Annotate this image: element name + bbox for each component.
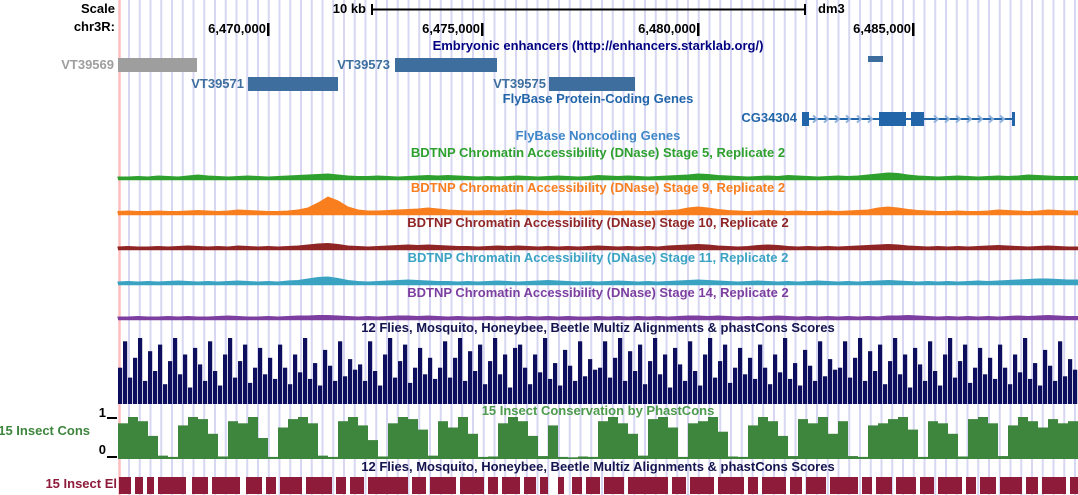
dnase-wiggle-stage-1[interactable] xyxy=(117,196,1078,216)
strand-arrow-icon xyxy=(966,114,973,124)
dnase-wiggle-stage-4[interactable] xyxy=(117,314,1078,321)
conserved-elements[interactable] xyxy=(119,477,1078,494)
enhancers-track[interactable] xyxy=(118,56,883,91)
conservation-histogram[interactable] xyxy=(107,417,1078,459)
enhancer-item[interactable] xyxy=(549,77,635,91)
strand-arrow-icon xyxy=(944,114,951,124)
multiz-histogram[interactable] xyxy=(118,338,1078,404)
strand-arrow-icon xyxy=(812,114,819,124)
strand-arrow-icon xyxy=(834,114,841,124)
strand-arrow-icon xyxy=(823,114,830,124)
dnase-wiggle-stage-3[interactable] xyxy=(117,276,1078,286)
dnase-wiggle-stage-0[interactable] xyxy=(117,172,1078,181)
strand-arrow-icon xyxy=(955,114,962,124)
strand-arrow-icon xyxy=(933,114,940,124)
strand-arrow-icon xyxy=(845,114,852,124)
base-position-ruler[interactable] xyxy=(267,23,915,36)
dnase-wiggle-stage-2[interactable] xyxy=(117,242,1078,251)
enhancer-item[interactable] xyxy=(248,77,338,91)
strand-arrow-icon xyxy=(977,114,984,124)
gene-cg34304[interactable] xyxy=(802,112,1015,126)
strand-arrow-icon xyxy=(856,114,863,124)
strand-arrow-icon xyxy=(867,114,874,124)
strand-arrow-icon xyxy=(988,114,995,124)
enhancer-item[interactable] xyxy=(395,58,497,72)
enhancer-item[interactable] xyxy=(118,58,197,72)
strand-arrow-icon xyxy=(999,114,1006,124)
enhancer-item-partial[interactable] xyxy=(868,56,883,62)
scale-bar xyxy=(371,4,806,15)
